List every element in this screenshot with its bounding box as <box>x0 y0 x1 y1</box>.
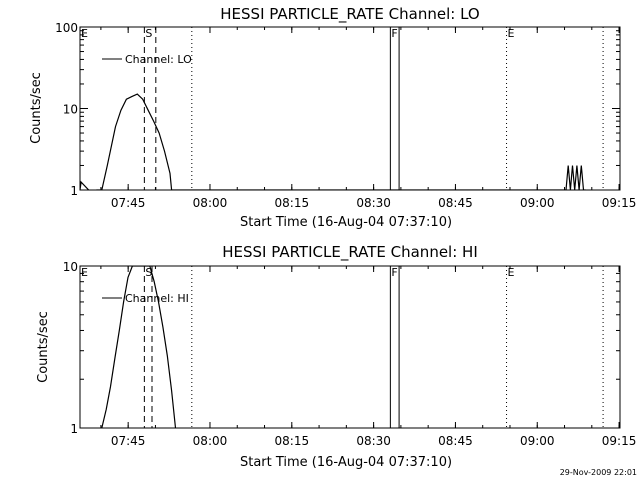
event-marker-label: E <box>508 27 515 40</box>
x-axis-label: Start Time (16-Aug-04 07:37:10) <box>240 215 452 230</box>
data-series-line <box>101 266 177 428</box>
event-marker-label: S <box>145 27 152 40</box>
x-tick-label: 09:15 <box>602 434 637 448</box>
legend-entry: Channel: HI <box>125 292 189 305</box>
x-tick-label: 08:00 <box>193 196 228 210</box>
x-tick-label: 08:30 <box>356 196 391 210</box>
event-marker-label: F <box>391 266 397 279</box>
event-marker-label: E <box>81 266 88 279</box>
plot-frame <box>79 26 621 191</box>
x-tick-label: 08:00 <box>193 434 228 448</box>
event-marker-label: F <box>391 27 397 40</box>
chart-panel-lo: HESSI PARTICLE_RATE Channel: LO Start Ti… <box>29 5 636 230</box>
y-tick-label: 1 <box>70 422 78 436</box>
x-tick-label: 07:45 <box>111 434 146 448</box>
plot-frame <box>79 265 621 429</box>
data-series-line <box>80 93 586 190</box>
x-tick-label: 09:00 <box>520 434 555 448</box>
x-tick-label: 09:15 <box>602 196 637 210</box>
x-tick-label: 09:00 <box>520 196 555 210</box>
chart-title: HESSI PARTICLE_RATE Channel: HI <box>222 243 478 262</box>
generation-timestamp: 29-Nov-2009 22:01 <box>560 468 637 477</box>
chart-marks: 07:45 08:00 08:15 08:30 08:45 09:00 09:15 1 10 10… <box>55 21 636 210</box>
y-tick-label: 100 <box>55 21 78 35</box>
y-tick-label: 10 <box>63 103 78 117</box>
event-marker-label: S <box>145 266 152 279</box>
x-tick-label: 07:45 <box>111 196 146 210</box>
x-tick-label: 08:15 <box>275 196 310 210</box>
chart-title: HESSI PARTICLE_RATE Channel: LO <box>220 5 479 24</box>
chart-panel-hi: HESSI PARTICLE_RATE Channel: HI Start Ti… <box>36 243 636 470</box>
x-tick-label: 08:30 <box>356 434 391 448</box>
y-tick-label: 10 <box>63 260 78 274</box>
y-tick-label: 1 <box>70 184 78 198</box>
x-tick-label: 08:45 <box>438 434 473 448</box>
x-tick-label: 08:15 <box>275 434 310 448</box>
event-marker-label: E <box>508 266 515 279</box>
legend-entry: Channel: LO <box>125 53 192 66</box>
event-marker-label: E <box>81 27 88 40</box>
x-axis-label: Start Time (16-Aug-04 07:37:10) <box>240 455 452 470</box>
x-tick-label: 08:45 <box>438 196 473 210</box>
y-axis-label: Counts/sec <box>36 311 51 383</box>
y-axis-label: Counts/sec <box>29 72 44 144</box>
